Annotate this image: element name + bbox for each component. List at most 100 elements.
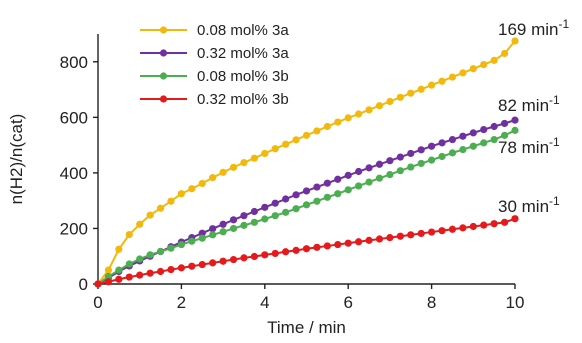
legend-item: 0.32 mol% 3a xyxy=(140,45,289,62)
data-point xyxy=(146,269,154,277)
data-point xyxy=(375,174,384,182)
data-point xyxy=(386,234,394,242)
data-point xyxy=(323,242,331,250)
data-point xyxy=(448,149,457,157)
data-point xyxy=(198,260,206,269)
data-point xyxy=(302,131,311,139)
data-point xyxy=(480,139,488,147)
data-point xyxy=(344,114,352,122)
data-point xyxy=(386,170,394,179)
data-point xyxy=(209,259,217,267)
data-point xyxy=(469,142,477,150)
data-point xyxy=(490,56,498,64)
data-point xyxy=(438,77,446,85)
data-point xyxy=(365,236,373,244)
rate-annotation-value: 30 min xyxy=(498,197,549,216)
data-point xyxy=(104,278,113,286)
data-point xyxy=(365,178,373,186)
data-point xyxy=(292,136,300,144)
rate-annotation-value: 169 min xyxy=(498,20,558,39)
x-tick-label: 8 xyxy=(427,293,436,312)
data-point xyxy=(459,69,467,77)
data-point xyxy=(480,60,488,69)
data-point xyxy=(459,132,467,140)
data-point xyxy=(448,73,457,81)
data-point xyxy=(334,240,342,249)
data-point xyxy=(469,129,477,137)
data-point xyxy=(261,149,269,158)
data-point xyxy=(407,89,415,97)
data-point xyxy=(198,229,206,237)
y-tick-label: 0 xyxy=(79,275,88,294)
data-point xyxy=(167,244,175,252)
data-point xyxy=(282,208,290,216)
x-tick-label: 10 xyxy=(506,293,525,312)
data-point xyxy=(188,185,196,193)
data-point xyxy=(323,179,331,187)
rate-annotation-exponent: -1 xyxy=(558,17,569,31)
data-point xyxy=(344,186,352,194)
data-point xyxy=(261,203,269,211)
data-point xyxy=(500,49,509,58)
data-point xyxy=(136,220,144,228)
data-point xyxy=(334,175,342,183)
data-point xyxy=(407,163,415,171)
data-point xyxy=(240,212,248,220)
data-point xyxy=(219,228,227,236)
data-point xyxy=(365,106,373,114)
rate-annotation-exponent: -1 xyxy=(549,194,560,208)
data-point xyxy=(250,252,258,261)
data-point xyxy=(115,245,123,253)
series-3 xyxy=(94,126,519,288)
data-point xyxy=(156,267,165,276)
data-point xyxy=(271,145,279,153)
data-point xyxy=(469,65,477,73)
data-point xyxy=(334,190,342,198)
y-tick-label: 200 xyxy=(60,219,88,238)
data-point xyxy=(125,273,133,281)
legend-swatch-marker xyxy=(159,26,168,34)
data-point xyxy=(177,190,185,198)
data-point xyxy=(167,265,175,274)
data-point xyxy=(428,228,436,236)
data-point xyxy=(292,191,300,199)
legend-label: 0.08 mol% 3a xyxy=(197,22,289,39)
axes: n(H2)/n(cat) Time / min xyxy=(7,34,515,337)
y-tick-label: 400 xyxy=(60,164,88,183)
data-point xyxy=(417,159,425,168)
data-point xyxy=(219,168,227,176)
data-point xyxy=(375,102,384,110)
data-point xyxy=(355,110,363,118)
data-point xyxy=(438,139,446,147)
data-point xyxy=(407,231,415,239)
data-point xyxy=(396,93,404,101)
data-point xyxy=(146,211,154,219)
data-point xyxy=(292,205,300,213)
data-point xyxy=(125,260,133,268)
data-point xyxy=(355,182,363,190)
data-point xyxy=(250,207,258,216)
data-point xyxy=(94,280,102,288)
rate-annotation: 78 min-1 xyxy=(498,135,560,157)
data-point xyxy=(188,237,196,245)
legend-item: 0.32 mol% 3b xyxy=(140,91,289,108)
data-point xyxy=(459,145,467,154)
data-point xyxy=(240,254,248,262)
data-point xyxy=(490,220,498,228)
y-tick-label: 600 xyxy=(60,108,88,127)
data-point xyxy=(188,262,196,270)
data-point xyxy=(313,197,321,205)
data-point xyxy=(344,171,352,179)
data-point xyxy=(250,218,258,226)
data-point xyxy=(386,157,394,165)
data-point xyxy=(386,97,394,106)
data-point xyxy=(490,135,498,144)
x-tick-label: 4 xyxy=(260,293,269,312)
data-point xyxy=(177,264,185,272)
data-point xyxy=(282,140,290,148)
data-point xyxy=(490,122,498,131)
legend-label: 0.32 mol% 3b xyxy=(197,91,289,108)
x-tick-label: 2 xyxy=(177,293,186,312)
